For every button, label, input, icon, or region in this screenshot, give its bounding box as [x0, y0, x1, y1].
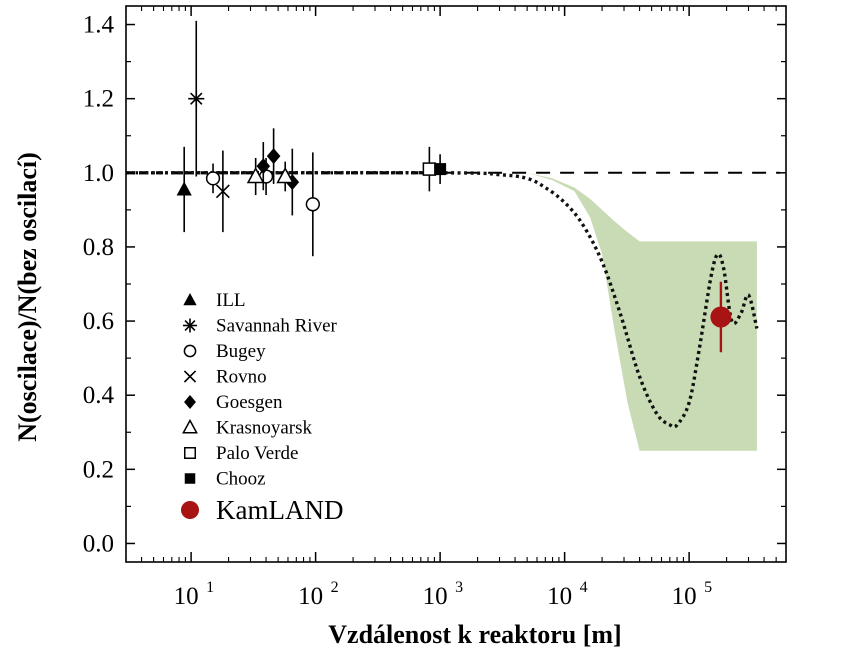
legend-label-bugey: Bugey [216, 341, 266, 362]
series-savannah-river [188, 20, 205, 177]
series-chooz [434, 154, 447, 184]
legend-entry-palo-verde: Palo Verde [184, 443, 299, 464]
legend-entry-chooz: Chooz [184, 469, 266, 490]
legend-label-savannah-river: Savannah River [216, 316, 338, 337]
y-tick-label-2: 0.4 [83, 382, 115, 409]
series-rovno [215, 150, 230, 233]
legend-entry-kamland: KamLAND [181, 495, 343, 525]
legend-marker-ill [183, 293, 197, 306]
series-goesgen [256, 128, 300, 216]
data-point-savannah-river-1 [188, 90, 205, 107]
data-point-ill-1 [176, 181, 192, 196]
x-tick-exponent-4: 5 [704, 579, 712, 596]
data-point-bugey-1 [205, 171, 221, 186]
y-tick-label-5: 1.0 [83, 160, 114, 187]
y-tick-label-4: 0.8 [83, 234, 114, 261]
data-point-krasnoyarsk-1 [246, 166, 265, 184]
legend-marker-kamland [181, 501, 199, 519]
series-palo-verde [422, 146, 437, 192]
legend-marker-goesgen [184, 395, 196, 409]
legend-label-krasnoyarsk: Krasnoyarsk [216, 418, 313, 439]
band-layer [527, 172, 757, 451]
legend-label-ill: ILL [216, 290, 246, 311]
x-tick-exponent-2: 3 [455, 579, 463, 596]
data-point-goesgen-1 [256, 158, 271, 175]
legend-entry-bugey: Bugey [183, 341, 266, 362]
legend-label-palo-verde: Palo Verde [216, 443, 299, 464]
x-tick-exponent-3: 4 [580, 579, 588, 596]
data-point-krasnoyarsk-2 [276, 166, 295, 184]
x-ticks: 10 1 10 2 10 3 10 4 10 5 [125, 6, 787, 610]
legend-marker-bugey [183, 344, 197, 358]
x-tick-label-1: 10 [298, 583, 323, 610]
legend-entry-ill: ILL [183, 290, 246, 311]
data-point-palo-verde-1 [422, 162, 437, 176]
y-tick-label-0: 0.0 [83, 530, 114, 557]
points-layer [176, 20, 732, 353]
y-ticks: 0.0 0.2 0.4 0.6 0.8 1.0 1.2 1.4 [83, 12, 786, 557]
prediction-band [527, 172, 757, 451]
y-tick-label-7: 1.4 [83, 12, 115, 39]
series-ill [176, 146, 192, 233]
y-tick-label-6: 1.2 [83, 86, 114, 113]
legend-marker-rovno [183, 370, 197, 383]
legend-marker-krasnoyarsk [182, 418, 198, 434]
legend-marker-chooz [184, 473, 196, 484]
legend-marker-savannah-river [183, 318, 197, 333]
data-point-chooz-1 [434, 163, 447, 176]
legend-entry-goesgen: Goesgen [184, 392, 283, 413]
data-point-goesgen-2 [266, 148, 281, 165]
legend-label-kamland: KamLAND [216, 495, 343, 525]
legend-entry-rovno: Rovno [183, 367, 267, 388]
series-krasnoyarsk [246, 157, 295, 196]
legend-marker-palo-verde [184, 447, 196, 459]
legend-label-goesgen: Goesgen [216, 392, 283, 413]
data-point-bugey-3 [305, 197, 320, 212]
series-kamland [710, 281, 732, 353]
prediction-curve-dotted [125, 170, 759, 429]
curve-layer [125, 170, 759, 429]
data-point-kamland-1 [710, 306, 732, 328]
legend: ILL Savannah River Bugey Rovno Goesgen Krasno… [181, 290, 343, 525]
x-tick-label-3: 10 [547, 583, 572, 610]
x-tick-label-2: 10 [423, 583, 448, 610]
legend-label-chooz: Chooz [216, 469, 266, 490]
y-tick-label-1: 0.2 [83, 456, 114, 483]
x-tick-exponent-1: 2 [331, 579, 339, 596]
x-tick-label-0: 10 [174, 583, 199, 610]
data-point-rovno-1 [215, 184, 230, 199]
legend-entry-krasnoyarsk: Krasnoyarsk [182, 418, 313, 439]
y-axis-title: N(oscilace)/N(bez oscilací) [13, 152, 42, 442]
legend-entry-savannah-river: Savannah River [183, 316, 338, 337]
x-axis-title: Vzdálenost k reaktoru [m] [328, 620, 621, 649]
y-tick-label-3: 0.6 [83, 308, 114, 335]
legend-label-rovno: Rovno [216, 367, 267, 388]
x-tick-label-4: 10 [672, 583, 697, 610]
x-tick-exponent-0: 1 [206, 579, 214, 596]
